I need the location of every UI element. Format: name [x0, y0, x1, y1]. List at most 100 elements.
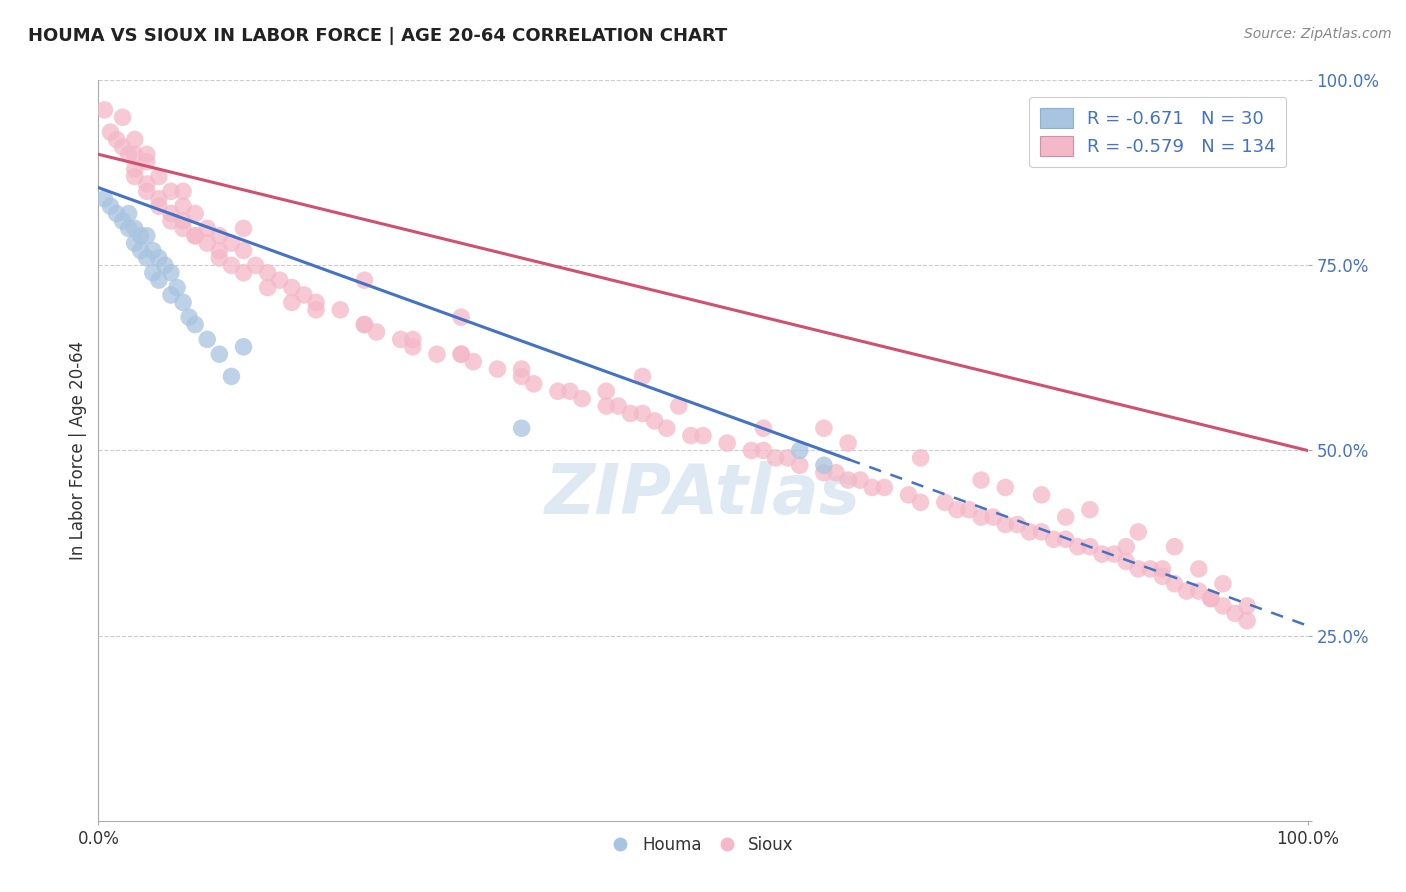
- Point: [1078, 502, 1101, 516]
- Point: [752, 421, 775, 435]
- Point: [105, 132, 128, 146]
- Point: [547, 384, 569, 399]
- Point: [329, 302, 352, 317]
- Text: Source: ZipAtlas.com: Source: ZipAtlas.com: [1244, 27, 1392, 41]
- Point: [813, 458, 835, 473]
- Point: [184, 228, 207, 243]
- Point: [1115, 555, 1137, 569]
- Point: [1199, 591, 1222, 606]
- Point: [813, 466, 835, 480]
- Point: [873, 480, 896, 494]
- Point: [1128, 524, 1150, 539]
- Point: [256, 280, 278, 294]
- Point: [221, 259, 243, 273]
- Point: [124, 236, 146, 251]
- Point: [934, 495, 956, 509]
- Text: ZIPAtlas: ZIPAtlas: [546, 461, 860, 528]
- Point: [825, 466, 848, 480]
- Point: [463, 354, 485, 368]
- Point: [1128, 562, 1150, 576]
- Point: [655, 421, 678, 435]
- Point: [897, 488, 920, 502]
- Point: [124, 162, 146, 177]
- Point: [160, 206, 183, 220]
- Point: [129, 244, 152, 258]
- Point: [353, 318, 375, 332]
- Point: [1152, 569, 1174, 583]
- Point: [523, 376, 546, 391]
- Point: [118, 206, 141, 220]
- Point: [402, 340, 425, 354]
- Point: [668, 399, 690, 413]
- Point: [595, 399, 617, 413]
- Point: [849, 473, 872, 487]
- Point: [789, 443, 811, 458]
- Point: [1212, 576, 1234, 591]
- Point: [752, 443, 775, 458]
- Point: [269, 273, 291, 287]
- Point: [716, 436, 738, 450]
- Point: [1236, 599, 1258, 613]
- Y-axis label: In Labor Force | Age 20-64: In Labor Force | Age 20-64: [69, 341, 87, 560]
- Point: [910, 495, 932, 509]
- Point: [450, 310, 472, 325]
- Point: [100, 125, 122, 139]
- Point: [1212, 599, 1234, 613]
- Point: [571, 392, 593, 406]
- Point: [1018, 524, 1040, 539]
- Point: [184, 318, 207, 332]
- Point: [281, 295, 304, 310]
- Point: [281, 280, 304, 294]
- Point: [765, 450, 787, 465]
- Point: [366, 325, 388, 339]
- Point: [860, 480, 883, 494]
- Point: [184, 228, 207, 243]
- Point: [1223, 607, 1246, 621]
- Point: [644, 414, 666, 428]
- Point: [166, 280, 188, 294]
- Point: [619, 407, 641, 421]
- Point: [402, 332, 425, 346]
- Point: [1236, 614, 1258, 628]
- Point: [510, 369, 533, 384]
- Point: [389, 332, 412, 346]
- Point: [981, 510, 1004, 524]
- Point: [118, 147, 141, 161]
- Point: [1163, 540, 1185, 554]
- Point: [135, 177, 157, 191]
- Point: [124, 169, 146, 184]
- Point: [208, 347, 231, 361]
- Point: [946, 502, 969, 516]
- Point: [142, 266, 165, 280]
- Point: [111, 111, 134, 125]
- Point: [232, 340, 254, 354]
- Point: [111, 214, 134, 228]
- Point: [1163, 576, 1185, 591]
- Point: [135, 251, 157, 265]
- Point: [1102, 547, 1125, 561]
- Point: [195, 236, 218, 251]
- Point: [789, 458, 811, 473]
- Point: [184, 206, 207, 220]
- Point: [1054, 510, 1077, 524]
- Point: [135, 154, 157, 169]
- Point: [153, 259, 176, 273]
- Point: [208, 228, 231, 243]
- Point: [124, 132, 146, 146]
- Point: [994, 517, 1017, 532]
- Point: [957, 502, 980, 516]
- Point: [232, 266, 254, 280]
- Point: [510, 421, 533, 435]
- Point: [910, 450, 932, 465]
- Point: [221, 369, 243, 384]
- Point: [837, 473, 859, 487]
- Point: [148, 273, 170, 287]
- Point: [450, 347, 472, 361]
- Point: [160, 214, 183, 228]
- Point: [142, 244, 165, 258]
- Point: [160, 288, 183, 302]
- Point: [1091, 547, 1114, 561]
- Point: [118, 221, 141, 235]
- Point: [148, 169, 170, 184]
- Point: [172, 295, 194, 310]
